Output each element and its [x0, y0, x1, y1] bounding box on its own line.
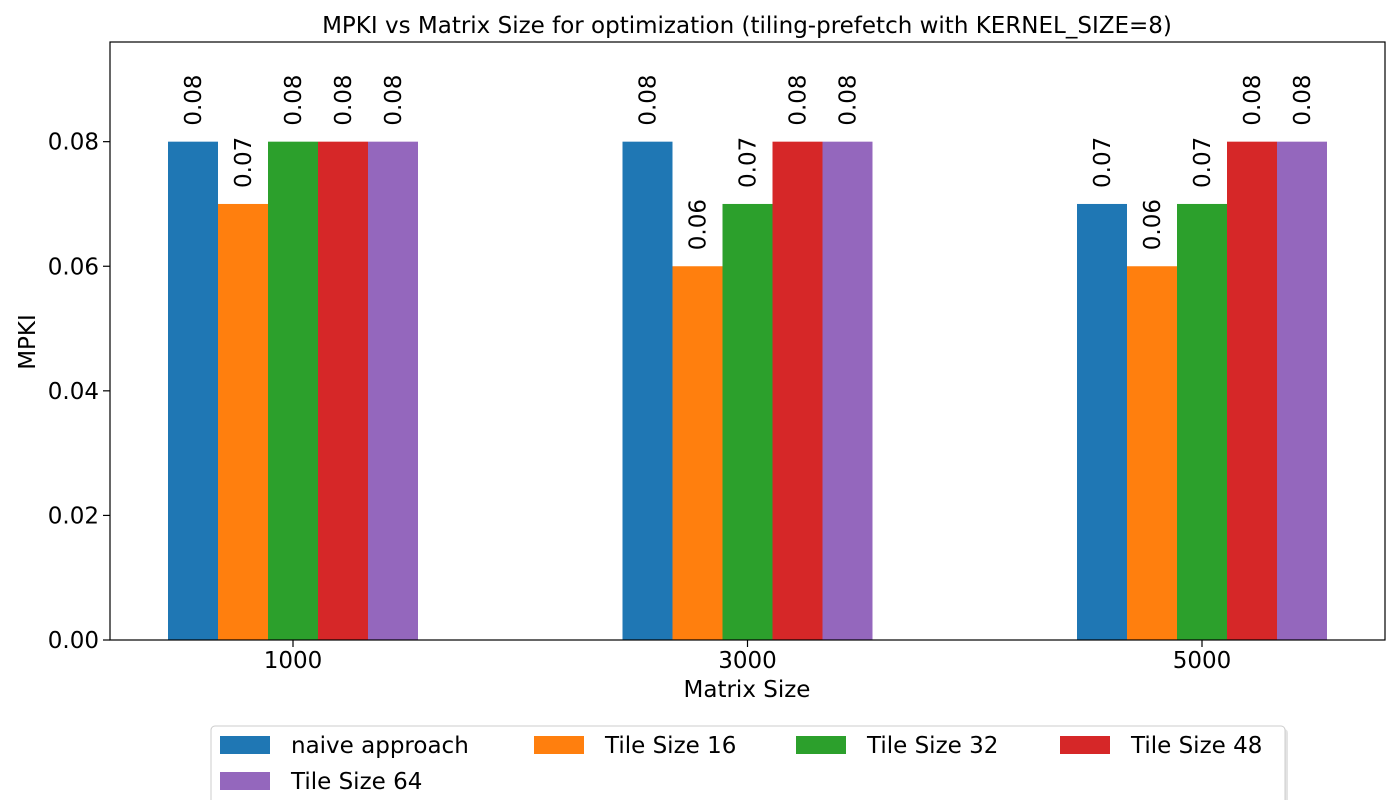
legend-swatch-1 — [220, 736, 270, 754]
bar-5-3000 — [822, 141, 873, 640]
bar-5-1000 — [368, 141, 418, 640]
legend-swatch-2 — [534, 736, 584, 754]
bar-1-3000 — [622, 141, 673, 640]
bar-4-3000 — [772, 141, 823, 640]
data-label: 0.08 — [636, 74, 662, 125]
data-label: 0.08 — [786, 74, 812, 125]
bar-2-3000 — [672, 266, 723, 640]
bar-1-1000 — [168, 141, 218, 640]
bar-3-3000 — [722, 203, 773, 641]
data-label: 0.08 — [1240, 74, 1266, 125]
legend-label-1: naive approach — [291, 733, 469, 759]
data-label: 0.07 — [1090, 137, 1116, 188]
legend-label-4: Tile Size 48 — [1130, 733, 1262, 759]
bar-2-1000 — [218, 203, 268, 641]
legend-label-2: Tile Size 16 — [604, 733, 736, 759]
legend-swatch-3 — [796, 736, 846, 754]
chart-title: MPKI vs Matrix Size for optimization (ti… — [322, 13, 1172, 39]
y-axis-label: MPKI — [15, 314, 41, 370]
data-label: 0.08 — [381, 74, 407, 125]
y-tick-label: 0.00 — [48, 628, 99, 654]
x-tick-label: 1000 — [264, 648, 323, 674]
data-label: 0.06 — [686, 199, 712, 250]
x-axis-label: Matrix Size — [684, 677, 811, 703]
bar-3-5000 — [1177, 203, 1227, 641]
bar-2-5000 — [1127, 266, 1177, 640]
legend-swatch-5 — [220, 772, 270, 790]
bar-5-5000 — [1277, 141, 1327, 640]
bar-4-1000 — [318, 141, 368, 640]
x-tick-label: 3000 — [718, 648, 777, 674]
data-label: 0.06 — [1140, 199, 1166, 250]
bar-4-5000 — [1227, 141, 1277, 640]
y-tick-label: 0.06 — [48, 254, 99, 280]
legend: naive approach Tile Size 16 Tile Size 32 Ti… — [210, 725, 1288, 800]
data-label: 0.08 — [836, 74, 862, 125]
y-tick-label: 0.02 — [48, 503, 99, 529]
data-label: 0.07 — [736, 137, 762, 188]
legend-swatch-4 — [1060, 736, 1110, 754]
y-tick-label: 0.08 — [48, 130, 99, 156]
plot-area: 0.08 0.08 0.07 0.07 0.06 0.06 0.08 0.07 0.07 0.08… — [48, 41, 1386, 674]
bar-3-1000 — [268, 141, 318, 640]
bar-1-5000 — [1077, 203, 1127, 641]
data-label: 0.08 — [281, 74, 307, 125]
data-label: 0.08 — [1290, 74, 1316, 125]
x-tick-label: 5000 — [1173, 648, 1232, 674]
data-label: 0.08 — [181, 74, 207, 125]
legend-label-3: Tile Size 32 — [866, 733, 998, 759]
legend-box — [210, 725, 1286, 800]
data-label: 0.07 — [231, 137, 257, 188]
legend-label-5: Tile Size 64 — [290, 769, 422, 795]
data-label: 0.07 — [1190, 137, 1216, 188]
data-label: 0.08 — [331, 74, 357, 125]
y-tick-label: 0.04 — [48, 379, 99, 405]
